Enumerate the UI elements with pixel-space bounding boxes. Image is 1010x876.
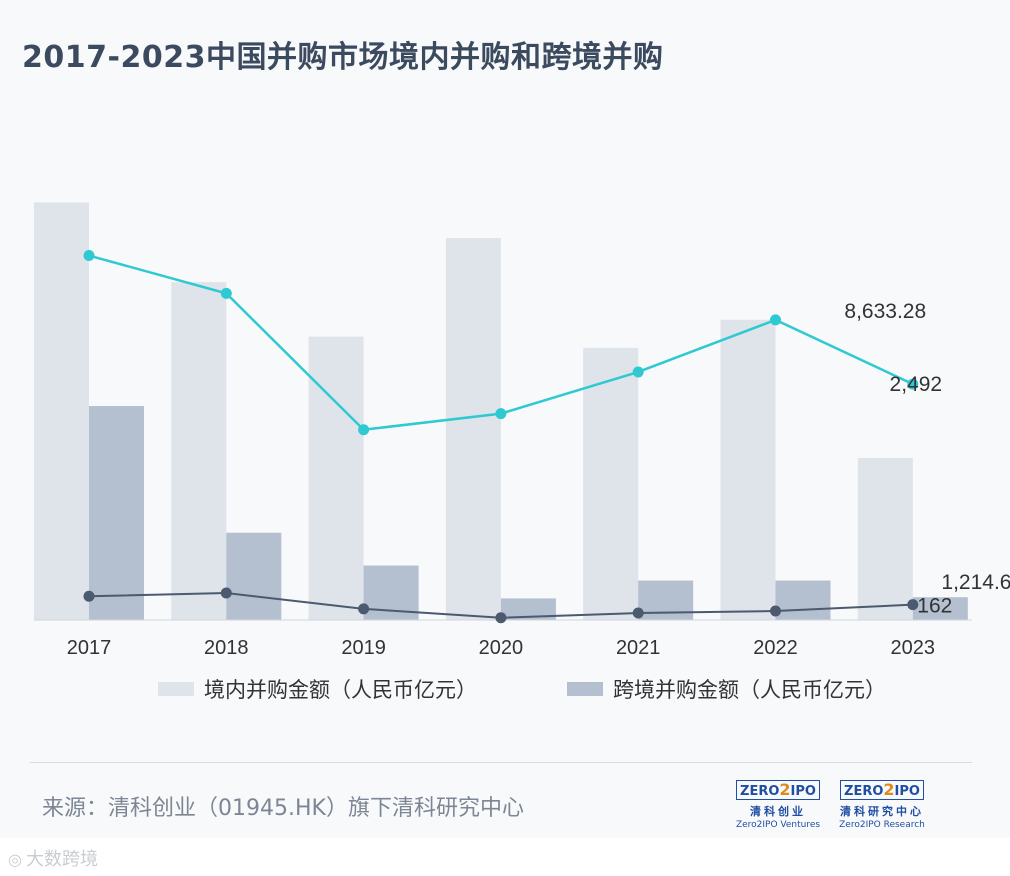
line-point [358,603,370,615]
legend-swatch [158,682,194,696]
data-label: 162 [917,595,952,618]
bar-cross-border [912,597,968,620]
line-point [358,424,370,436]
line-point [907,599,919,611]
legend-swatch [567,682,603,696]
data-label: 8,633.28 [844,300,926,323]
x-tick-label: 2022 [753,637,798,659]
x-tick-label: 2017 [67,637,112,659]
bar-domestic [34,202,89,620]
line-point [83,250,95,262]
bar-domestic [445,238,501,620]
bar-domestic [308,336,364,620]
x-tick-label: 2023 [891,637,936,659]
x-tick-label: 2020 [479,637,524,659]
line-point [220,587,232,599]
weibo-icon: ◎ [8,850,22,869]
line-point [495,408,507,420]
bar-domestic [857,457,913,620]
footer-divider [30,762,972,763]
line-point [770,314,781,326]
source-note: 来源：清科创业（01945.HK）旗下清科研究中心 [42,796,524,821]
logo-cn-text: 清科研究中心 [840,805,924,818]
bar-cross-border [500,598,556,620]
legend-label: 境内并购金额（人民币亿元） [204,678,477,702]
bar-domestic [171,282,227,620]
logo-en-text: Zero2IPO Ventures [735,820,821,830]
x-tick-label: 2019 [341,637,386,659]
line-point [907,378,919,390]
bar-domestic [583,347,639,620]
data-label: 1,214.60 [941,571,1010,594]
watermark: ◎ 大数跨境 [8,849,98,870]
x-tick-label: 2021 [616,637,661,659]
line-point [632,607,644,619]
chart-title: 2017-2023中国并购市场境内并购和跨境并购 [22,40,664,75]
combo-chart: 2017 2018 2019 2020 2021 2022 2023 8,633.28 1,21… [34,202,1010,702]
legend-label: 跨境并购金额（人民币亿元） [613,678,886,702]
bar-cross-border [638,580,694,620]
line-point [632,366,644,378]
zero2ipo-ventures-logo: ZERO2IPO 清科创业 Zero2IPO Ventures [730,780,826,830]
line-point [220,287,232,299]
line-point [495,612,507,624]
zero2ipo-logo-mark: ZERO2IPO [736,780,820,800]
zero2ipo-research-logo: ZERO2IPO 清科研究中心 Zero2IPO Research [834,780,930,830]
zero2ipo-logo-mark: ZERO2IPO [840,780,924,800]
bar-cross-border [775,580,831,620]
bar-cross-border [89,406,144,620]
logo-en-text: Zero2IPO Research [839,820,925,830]
x-tick-label: 2018 [204,637,249,659]
bar-cross-border [226,532,282,620]
bar-domestic [720,319,776,620]
line-point [83,590,95,602]
logo-cn-text: 清科创业 [750,805,806,818]
data-label: 2,492 [890,373,943,396]
line-point [770,605,781,617]
chart-card: 2017-2023中国并购市场境内并购和跨境并购 2017 2018 2019 202… [22,40,1010,830]
